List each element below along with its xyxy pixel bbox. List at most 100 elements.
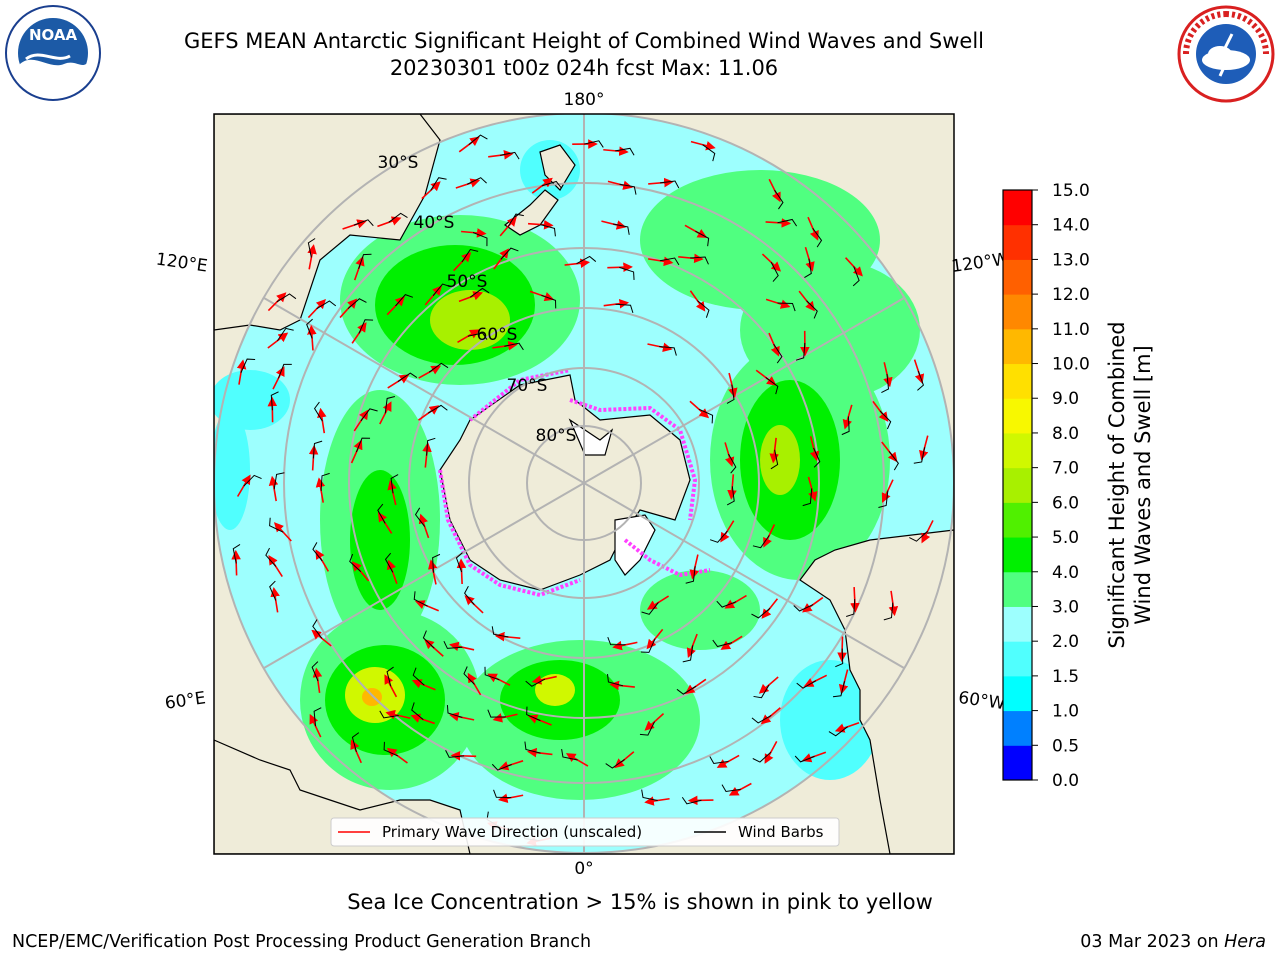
footer-left: NCEP/EMC/Verification Post Processing Pr… [12, 932, 592, 952]
wind-barb [347, 298, 367, 309]
wave-arrow [690, 140, 716, 151]
wind-barb [397, 372, 418, 382]
wind-barb [484, 666, 500, 681]
wind-barb [698, 408, 714, 424]
wind-barb [500, 247, 519, 260]
wind-barb [881, 373, 890, 394]
wave-arrow [379, 401, 392, 425]
wind-barb [377, 503, 386, 524]
wave-arrow [494, 631, 521, 642]
wind-barb [639, 721, 656, 736]
wind-barb [795, 342, 806, 361]
wind-barb [852, 266, 860, 287]
wave-arrow [467, 672, 482, 696]
wind-barb [726, 486, 735, 506]
wind-barb [681, 796, 702, 805]
wind-barb [388, 212, 408, 223]
wind-barb [386, 666, 394, 687]
ross-ice-shelf [614, 514, 656, 576]
wind-barb [384, 396, 396, 414]
wind-barb [270, 391, 279, 411]
colorbar-tick-label: 1.0 [1052, 702, 1079, 722]
wind-barb [487, 709, 506, 718]
wind-barb [793, 604, 814, 612]
colorbar-ticks: 0.0 0.5 1.0 1.5 2.0 3.0 4.0 5.0 6.0 7.0 8.0 9.0 10.0… [1032, 181, 1090, 790]
colorbar-bin [1003, 675, 1032, 712]
colorbar-tick-label: 0.0 [1052, 771, 1079, 790]
lat-label-50s: 50°S [447, 272, 488, 292]
wind-barb [525, 678, 546, 687]
colorbar-bin [1003, 710, 1032, 746]
chart-title: GEFS MEAN Antarctic Significant Height o… [183, 29, 985, 53]
wind-barb [240, 358, 256, 373]
wind-barb [690, 256, 709, 265]
wind-barb [541, 294, 557, 309]
noaa-logo-text: NOAA [29, 26, 78, 44]
wind-barb [276, 293, 297, 303]
wind-barb [426, 437, 436, 456]
chart-subtitle: 20230301 t00z 024h fcst Max: 11.06 [389, 56, 779, 80]
wind-barb [702, 144, 716, 162]
wind-barb [312, 440, 323, 459]
wind-barb [913, 447, 926, 464]
wind-barb [607, 673, 624, 687]
wave-arrow [842, 404, 853, 430]
wind-barb [615, 303, 634, 314]
wind-barb [752, 535, 770, 549]
wind-barb [355, 437, 371, 453]
nws-logo [1177, 5, 1275, 103]
wind-barb [685, 566, 696, 584]
wind-barb [428, 362, 449, 373]
wave-arrow [888, 590, 899, 617]
colorbar-bin [1003, 363, 1032, 399]
colorbar-tick-label: 10.0 [1052, 355, 1090, 375]
land-masses [214, 114, 954, 854]
sea-ice-caption: Sea Ice Concentration > 15% is shown in … [347, 890, 933, 914]
wind-barb [576, 255, 597, 265]
wind-barb [802, 488, 813, 507]
wind-barb [676, 685, 697, 695]
wind-barb [659, 257, 680, 266]
wind-barb [413, 591, 428, 607]
wind-barb [721, 784, 741, 793]
wind-barb [446, 705, 463, 718]
wave-arrow [728, 372, 738, 398]
wind-barb [765, 377, 779, 395]
wind-barb [846, 599, 856, 617]
colorbar-bin [1003, 294, 1032, 330]
lon-label-120e: 120°E [155, 250, 209, 277]
wind-barb [883, 602, 894, 621]
wave-arrow [720, 635, 743, 650]
wind-barb [269, 517, 284, 533]
wind-barb [463, 666, 475, 685]
wind-barb [770, 262, 779, 282]
wind-barb [888, 451, 899, 471]
wind-barb [269, 580, 277, 601]
wind-barb [320, 472, 330, 491]
wind-barb [619, 183, 637, 195]
wind-barb [806, 300, 818, 319]
colorbar-tick-label: 2.0 [1052, 632, 1079, 652]
wave-arrow [450, 750, 477, 761]
wind-barb [712, 639, 733, 648]
wave-arrow [798, 290, 815, 312]
wind-barb [467, 177, 487, 185]
lon-label-0: 0° [574, 859, 593, 879]
wave-arrow [689, 290, 706, 312]
colorbar-tick-label: 15.0 [1052, 181, 1090, 201]
wind-barb [541, 180, 562, 189]
colorbar-bin [1003, 641, 1032, 677]
colorbar-tick-label: 3.0 [1052, 597, 1079, 617]
wind-barb [794, 755, 815, 763]
footer-right: 03 Mar 2023 on Hera [1080, 932, 1266, 952]
colorbar-tick-label: 1.5 [1052, 667, 1079, 687]
colorbar-bin [1003, 190, 1032, 226]
wind-barb [445, 750, 465, 758]
wind-barb [432, 283, 451, 297]
wave-arrow [267, 332, 289, 349]
wind-barb [561, 748, 578, 761]
wind-barb [619, 266, 635, 280]
colorbar-tick-label: 13.0 [1052, 250, 1090, 270]
wind-barb [311, 661, 319, 682]
colorbar-bin [1003, 259, 1032, 295]
